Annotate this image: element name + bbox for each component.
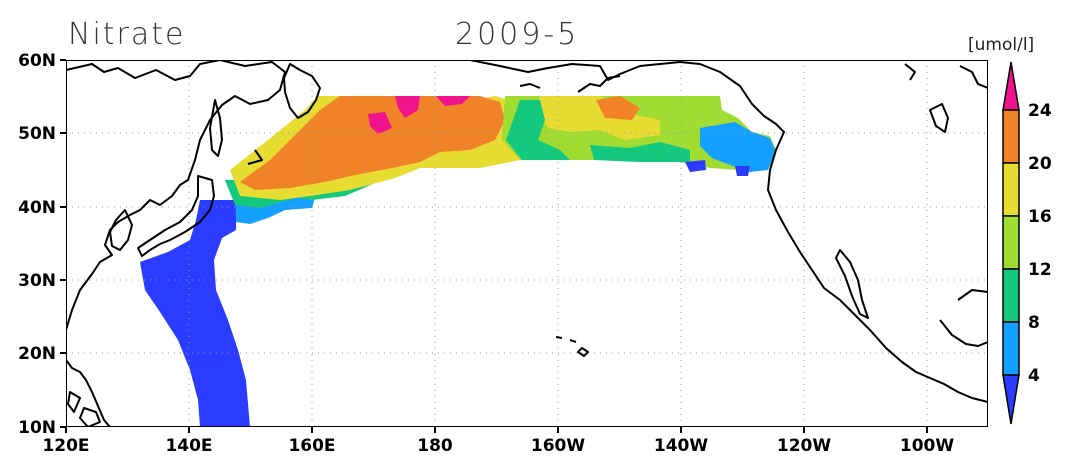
colorbar-segment — [1002, 268, 1020, 323]
colorbar-segment — [1002, 215, 1020, 270]
y-tick-label: 40N — [18, 198, 56, 218]
date-label: 2009-5 — [455, 17, 579, 52]
colorbar-bottom-arrow — [1002, 374, 1020, 425]
nitrate-field — [140, 96, 776, 427]
x-tick-label: 100W — [900, 436, 954, 456]
x-tick-label: 120E — [42, 436, 89, 456]
x-tick-label: 160E — [288, 436, 335, 456]
x-tick-label: 140W — [654, 436, 708, 456]
colorbar-segment — [1002, 162, 1020, 217]
map-title: Nitrate — [68, 17, 185, 52]
x-tick-label: 140E — [165, 436, 212, 456]
x-tick-label: 120W — [777, 436, 831, 456]
y-tick-label: 60N — [18, 51, 56, 71]
x-axis-labels: 120E 140E 160E 180 160W 140W 120W 100W — [42, 436, 954, 456]
y-tick-label: 20N — [18, 344, 56, 364]
colorbar-label: 8 — [1028, 313, 1040, 333]
colorbar-label: 16 — [1028, 207, 1052, 227]
x-tick-label: 160W — [531, 436, 585, 456]
x-tick-label: 180 — [417, 436, 453, 456]
colorbar-label: 20 — [1028, 154, 1052, 174]
colorbar-top-arrow — [1002, 61, 1020, 111]
colorbar-label: 12 — [1028, 260, 1052, 280]
colorbar: 24 20 16 12 8 4 — [1002, 61, 1052, 425]
y-tick-label: 30N — [18, 271, 56, 291]
colorbar-segment — [1002, 109, 1020, 164]
plot-area — [66, 60, 988, 427]
grid-lines — [66, 60, 988, 427]
unit-label: [umol/l] — [968, 35, 1034, 55]
y-tick-label: 50N — [18, 124, 56, 144]
colorbar-segment — [1002, 321, 1020, 376]
y-axis-labels: 60N 50N 40N 30N 20N 10N — [18, 51, 56, 438]
y-tick-label: 10N — [18, 418, 56, 438]
colorbar-label: 24 — [1028, 101, 1052, 121]
colorbar-label: 4 — [1028, 366, 1040, 386]
coastlines — [66, 60, 988, 427]
tick-marks — [60, 59, 928, 433]
